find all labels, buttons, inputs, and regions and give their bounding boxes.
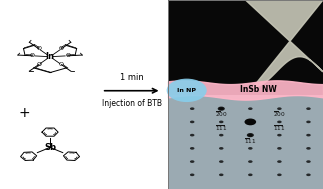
Circle shape [248, 121, 253, 123]
Circle shape [248, 174, 253, 176]
Circle shape [277, 174, 282, 176]
Text: O: O [30, 53, 35, 58]
Circle shape [190, 147, 194, 150]
Text: $\overline{1}\overline{1}$1: $\overline{1}\overline{1}$1 [215, 124, 228, 133]
Text: Sb: Sb [44, 143, 56, 152]
Circle shape [219, 107, 224, 110]
Circle shape [277, 147, 282, 150]
Circle shape [190, 174, 194, 176]
Text: +: + [18, 106, 30, 120]
Text: 1 min: 1 min [120, 73, 144, 82]
Polygon shape [245, 0, 323, 87]
Circle shape [247, 133, 254, 137]
Circle shape [306, 134, 311, 136]
Circle shape [245, 119, 256, 125]
Circle shape [306, 160, 311, 163]
Circle shape [219, 134, 224, 136]
Circle shape [167, 79, 207, 102]
Circle shape [248, 134, 253, 136]
Text: $\overline{1}$11: $\overline{1}$11 [244, 137, 257, 146]
Circle shape [190, 134, 194, 136]
Circle shape [219, 160, 224, 163]
Bar [168, 0, 323, 189]
Text: $\overline{1}\overline{1}$1: $\overline{1}\overline{1}$1 [273, 124, 286, 133]
Circle shape [277, 107, 282, 110]
Text: O: O [36, 62, 41, 67]
Bar [168, 94, 323, 189]
Circle shape [306, 121, 311, 123]
Circle shape [219, 147, 224, 150]
Text: O: O [36, 46, 41, 51]
Text: In NP: In NP [177, 88, 196, 93]
Circle shape [219, 121, 224, 123]
Circle shape [306, 107, 311, 110]
Circle shape [190, 107, 194, 110]
Circle shape [248, 147, 253, 150]
Circle shape [306, 147, 311, 150]
Circle shape [277, 134, 282, 136]
Circle shape [306, 174, 311, 176]
Text: InSb NW: InSb NW [240, 85, 277, 94]
Circle shape [190, 160, 194, 163]
Circle shape [277, 121, 282, 123]
Text: Injection of BTB: Injection of BTB [102, 99, 162, 108]
Bar [168, 0, 323, 100]
Text: O: O [65, 53, 70, 58]
Circle shape [248, 160, 253, 163]
Text: O: O [59, 62, 64, 67]
Text: $\overline{2}$00: $\overline{2}$00 [215, 110, 228, 119]
Text: In: In [46, 52, 55, 61]
Text: O: O [59, 46, 64, 51]
Circle shape [218, 107, 225, 111]
Text: $\overline{2}$00: $\overline{2}$00 [273, 110, 286, 119]
Circle shape [190, 121, 194, 123]
Circle shape [219, 174, 224, 176]
Circle shape [277, 160, 282, 163]
Circle shape [248, 107, 253, 110]
